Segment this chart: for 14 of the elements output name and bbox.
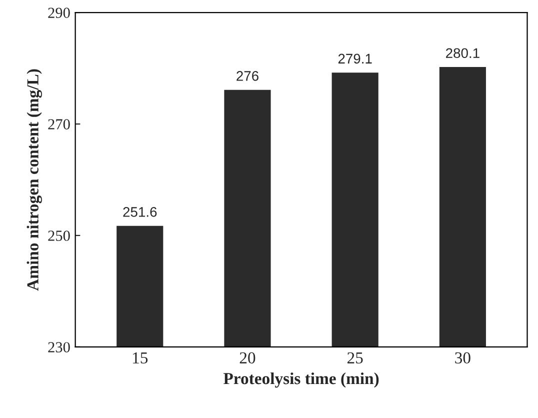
data-label: 251.6 <box>123 207 157 217</box>
y-axis-title: Amino nitrogen content (mg/L) <box>26 69 42 291</box>
data-label: 279.1 <box>338 54 372 64</box>
y-tick-label: 290 <box>48 8 70 18</box>
x-tick-label: 30 <box>455 352 470 364</box>
data-label: 276 <box>236 71 258 81</box>
x-axis-title: Proteolysis time (min) <box>223 372 379 388</box>
x-tick-label: 20 <box>240 352 256 364</box>
data-label: 280.1 <box>446 48 480 58</box>
y-tick-label: 230 <box>48 342 70 352</box>
x-tick-label: 25 <box>347 352 363 364</box>
x-tick-label: 15 <box>133 352 148 364</box>
y-tick-label: 270 <box>48 119 70 130</box>
y-tick-label: 250 <box>48 230 70 241</box>
